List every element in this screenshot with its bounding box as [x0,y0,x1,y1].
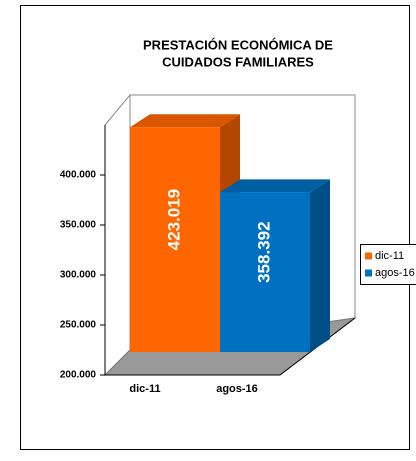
bar [220,192,310,352]
data-label: 358.392 [254,221,273,282]
chart-title: PRESTACIÓN ECONÓMICA DE [143,37,333,52]
y-tick-label: 200.000 [60,370,97,381]
bar-top [220,179,330,193]
bar [130,127,220,353]
x-tick-label: agos-16 [216,383,258,395]
legend-swatch [365,269,372,277]
side-wall [104,93,131,377]
bar-top [130,114,240,128]
legend-label: dic-11 [375,250,404,262]
title-group: PRESTACIÓN ECONÓMICA DE CUIDADOS FAMILIA… [143,37,333,69]
y-tick-label: 400.000 [60,170,97,181]
data-label: 423.019 [164,189,183,250]
chart-title: CUIDADOS FAMILIARES [162,54,314,69]
y-tick-label: 350.000 [60,220,97,231]
legend-box [360,244,416,285]
y-tick-label: 250.000 [60,320,97,331]
legend-label: agos-16 [375,267,415,279]
legend-swatch [365,252,372,260]
bar-side [310,179,330,352]
y-tick-label: 300.000 [60,270,97,281]
x-tick-label: dic-11 [129,383,160,395]
